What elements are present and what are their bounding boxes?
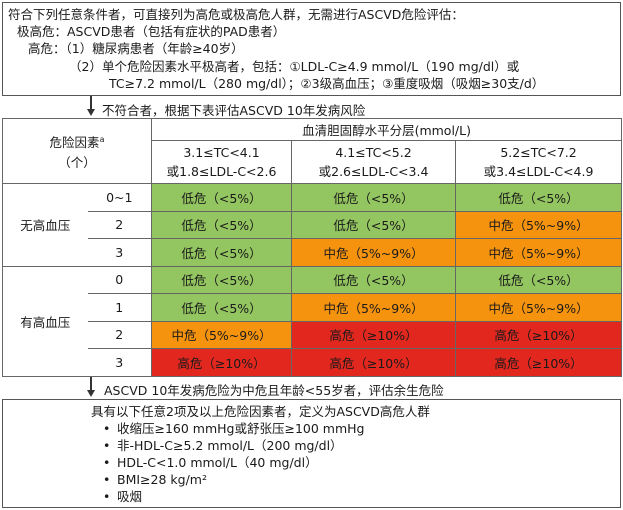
group-hypertension: 有高血压 bbox=[2, 265, 88, 377]
risk-cell: 低危（<5%） bbox=[151, 238, 293, 267]
risk-cell: 低危（<5%） bbox=[291, 265, 457, 294]
risk-cell: 中危（5%~9%） bbox=[455, 210, 623, 239]
factor-count: 0 bbox=[87, 265, 153, 294]
risk-cell: 中危（5%~9%） bbox=[151, 320, 293, 349]
criteria-intro: 符合下列任意条件者，可直接列为高危或极高危人群，无需进行ASCVD危险评估： bbox=[8, 7, 464, 22]
chol-column-3: 5.2≤TC<7.2 或3.4≤LDL-C<4.9 bbox=[455, 140, 623, 184]
risk-item: • 吸烟 bbox=[103, 488, 142, 505]
cholesterol-header: 血清胆固醇水平分层(mmol/L) bbox=[151, 118, 623, 141]
factor-count: 3 bbox=[87, 238, 153, 267]
chol-column-2-ldl: 或2.6≤LDL-C<3.4 bbox=[318, 164, 429, 179]
flow-arrow-1-head bbox=[87, 109, 95, 116]
risk-item-text: HDL-C<1.0 mmol/L（40 mg/dl） bbox=[117, 455, 318, 470]
risk-cell: 低危（<5%） bbox=[291, 210, 457, 239]
risk-cell: 低危（<5%） bbox=[151, 265, 293, 294]
bullet-icon: • bbox=[103, 455, 111, 470]
risk-cell: 中危（5%~9%） bbox=[291, 293, 457, 322]
factor-header-line1: 危险因素 bbox=[49, 135, 100, 151]
additional-risk-box: 具有以下任意2项及以上危险因素者，定义为ASCVD高危人群 • 收缩压≥160 m… bbox=[2, 399, 621, 508]
risk-item: • BMI≥28 kg/m² bbox=[103, 471, 207, 488]
chol-column-1-tc: 3.1≤TC<4.1 bbox=[183, 145, 260, 160]
factor-count: 3 bbox=[87, 348, 153, 377]
risk-cell: 高危（≥10%） bbox=[291, 320, 457, 349]
bullet-icon: • bbox=[103, 472, 111, 487]
chol-column-2: 4.1≤TC<5.2 或2.6≤LDL-C<3.4 bbox=[291, 140, 457, 184]
direct-criteria-box: 符合下列任意条件者，可直接列为高危或极高危人群，无需进行ASCVD危险评估： 极… bbox=[2, 2, 621, 96]
chol-column-1-ldl: 或1.8≤LDL-C<2.6 bbox=[166, 164, 277, 179]
risk-cell: 低危（<5%） bbox=[151, 210, 293, 239]
high-risk-criteria-2-cont: TC≥7.2 mmol/L（280 mg/dl）；②3级高血压；③重度吸烟（吸烟… bbox=[109, 76, 545, 91]
risk-cell: 低危（<5%） bbox=[455, 265, 623, 294]
risk-cell: 中危（5%~9%） bbox=[455, 238, 623, 267]
risk-cell: 低危（<5%） bbox=[151, 183, 293, 212]
risk-item: • HDL-C<1.0 mmol/L（40 mg/dl） bbox=[103, 454, 318, 471]
chol-column-1: 3.1≤TC<4.1 或1.8≤LDL-C<2.6 bbox=[151, 140, 293, 184]
risk-cell: 低危（<5%） bbox=[455, 183, 623, 212]
flow-arrow-1 bbox=[90, 96, 92, 110]
risk-cell: 高危（≥10%） bbox=[455, 348, 623, 377]
risk-item: • 收缩压≥160 mmHg或舒张压≥100 mmHg bbox=[103, 420, 365, 437]
factor-count: 1 bbox=[87, 293, 153, 322]
factor-count: 0~1 bbox=[87, 183, 153, 212]
risk-cell: 低危（<5%） bbox=[291, 183, 457, 212]
factor-header-line2: （个） bbox=[58, 154, 96, 170]
additional-risk-title: 具有以下任意2项及以上危险因素者，定义为ASCVD高危人群 bbox=[91, 404, 430, 419]
factor-header: 危险因素a （个） bbox=[1, 118, 153, 184]
group-no-hypertension: 无高血压 bbox=[2, 183, 88, 267]
risk-assessment-table: 危险因素a （个） 血清胆固醇水平分层(mmol/L) 3.1≤TC<4.1 或… bbox=[1, 118, 623, 377]
factor-count: 2 bbox=[87, 210, 153, 239]
risk-item-text: BMI≥28 kg/m² bbox=[117, 472, 207, 487]
flow-arrow-2-head bbox=[87, 390, 95, 397]
bullet-icon: • bbox=[103, 421, 111, 436]
bullet-icon: • bbox=[103, 438, 111, 453]
factor-header-sup: a bbox=[99, 135, 105, 145]
chol-column-2-tc: 4.1≤TC<5.2 bbox=[335, 145, 412, 160]
high-risk-criteria-1: 高危：（1）糖尿病患者（年龄≥40岁） bbox=[28, 41, 244, 56]
risk-item: • 非-HDL-C≥5.2 mmol/L（200 mg/dl） bbox=[103, 437, 343, 454]
high-risk-criteria-2: （2）单个危险因素水平极高者，包括：①LDL-C≥4.9 mmol/L（190 … bbox=[69, 59, 520, 74]
risk-item-text: 非-HDL-C≥5.2 mmol/L（200 mg/dl） bbox=[117, 438, 343, 453]
assessment-note: 不符合者，根据下表评估ASCVD 10年发病风险 bbox=[102, 103, 366, 118]
lifetime-risk-note: ASCVD 10年发病危险为中危且年龄<55岁者，评估余生危险 bbox=[104, 383, 444, 398]
risk-cell: 中危（5%~9%） bbox=[455, 293, 623, 322]
risk-item-text: 吸烟 bbox=[117, 489, 143, 504]
chol-column-3-ldl: 或3.4≤LDL-C<4.9 bbox=[483, 164, 594, 179]
bullet-icon: • bbox=[103, 489, 111, 504]
flow-arrow-2 bbox=[90, 377, 92, 391]
risk-cell: 高危（≥10%） bbox=[291, 348, 457, 377]
risk-cell: 中危（5%~9%） bbox=[291, 238, 457, 267]
risk-item-text: 收缩压≥160 mmHg或舒张压≥100 mmHg bbox=[117, 421, 365, 436]
risk-cell: 低危（<5%） bbox=[151, 293, 293, 322]
risk-cell: 高危（≥10%） bbox=[151, 348, 293, 377]
factor-count: 2 bbox=[87, 320, 153, 349]
risk-cell: 高危（≥10%） bbox=[455, 320, 623, 349]
chol-column-3-tc: 5.2≤TC<7.2 bbox=[500, 145, 577, 160]
very-high-risk-criteria: 极高危：ASCVD患者（包括有症状的PAD患者） bbox=[17, 24, 286, 39]
